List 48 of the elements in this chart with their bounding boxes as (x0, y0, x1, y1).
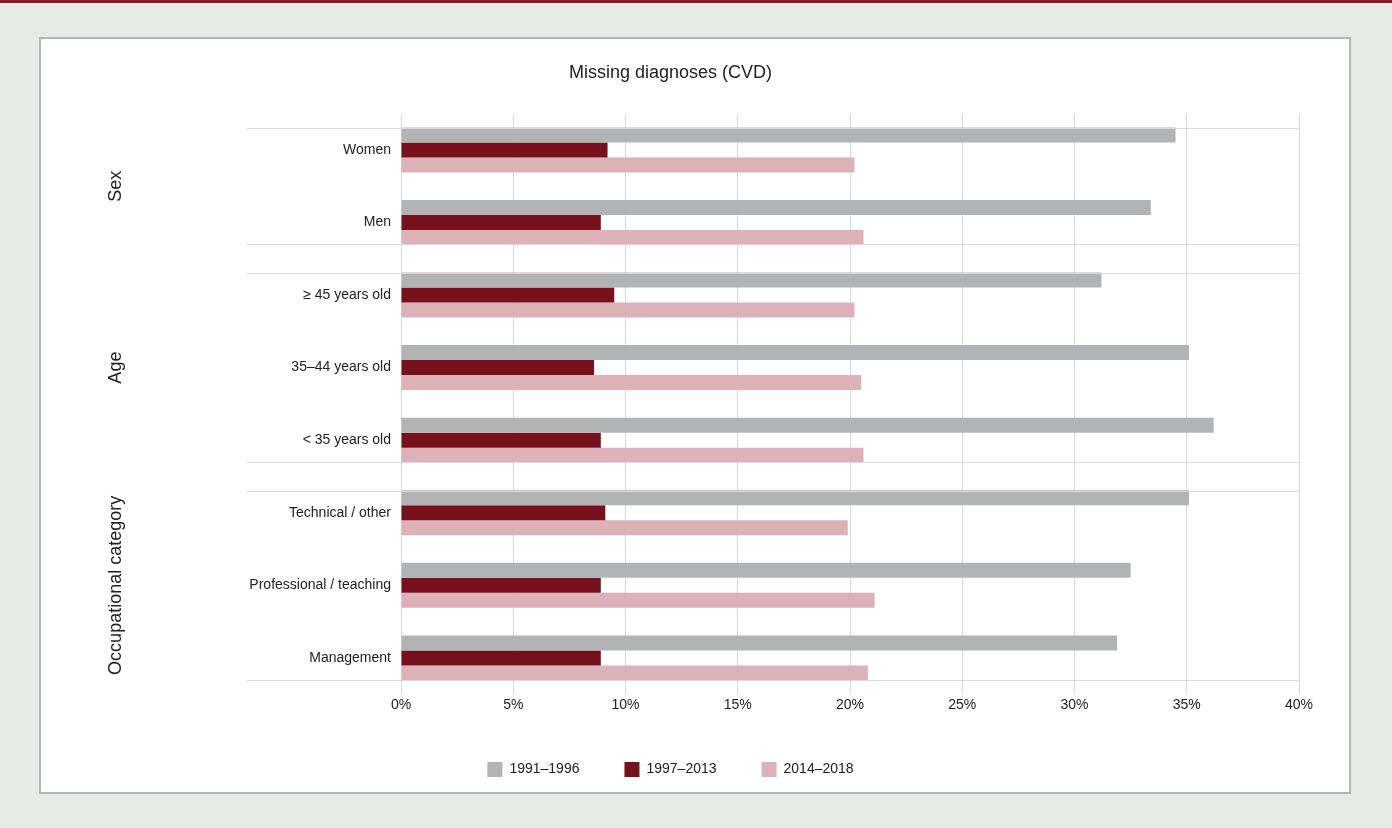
bar (401, 592, 875, 608)
y-tick-label: < 35 years old (302, 431, 391, 448)
y-tick-label: ≥ 45 years old (303, 285, 391, 302)
legend-label: 2014–2018 (783, 760, 854, 777)
legend-label: 1991–1996 (509, 760, 580, 777)
bar (401, 520, 848, 536)
x-tick-label: 5% (503, 696, 524, 713)
bar (401, 447, 864, 463)
bar (401, 229, 864, 245)
bar (401, 142, 608, 158)
text: Occupational category (104, 495, 125, 675)
x-tick-label: 10% (611, 696, 640, 713)
bar (401, 650, 601, 666)
x-tick-label: 0% (390, 696, 412, 713)
y-tick-label: Men (363, 213, 391, 230)
bar (401, 214, 601, 230)
y-tick-label: Management (309, 648, 392, 665)
text: Sex (104, 170, 125, 202)
bar (401, 127, 1176, 143)
y-tick-label: Women (343, 140, 391, 157)
bar (401, 302, 855, 318)
x-tick-label: 40% (1284, 696, 1314, 713)
bar (401, 562, 1131, 578)
legend-label: 1997–2013 (646, 760, 717, 777)
bar (401, 272, 1102, 288)
bar (401, 157, 855, 173)
bar (401, 577, 601, 593)
bar (401, 345, 1189, 361)
bar (401, 635, 1118, 651)
x-tick-label: 25% (948, 696, 977, 713)
bar (401, 505, 606, 521)
bar (401, 490, 1189, 506)
x-tick-label: 30% (1060, 696, 1089, 713)
y-tick-label: Technical / other (289, 503, 392, 520)
x-tick-label: 15% (723, 696, 752, 713)
bar (401, 199, 1151, 215)
x-tick-label: 20% (835, 696, 865, 713)
chart-title: Missing diagnoses (CVD) (568, 61, 773, 82)
bar (401, 287, 615, 303)
y-tick-label: 35–44 years old (291, 358, 391, 375)
y-tick-label: Professional / teaching (249, 576, 391, 593)
text: Age (104, 351, 125, 384)
bar (401, 665, 868, 681)
bar (401, 375, 862, 391)
bar (401, 360, 595, 376)
x-tick-label: 35% (1172, 696, 1201, 713)
bar (401, 432, 601, 448)
bar (401, 417, 1214, 433)
